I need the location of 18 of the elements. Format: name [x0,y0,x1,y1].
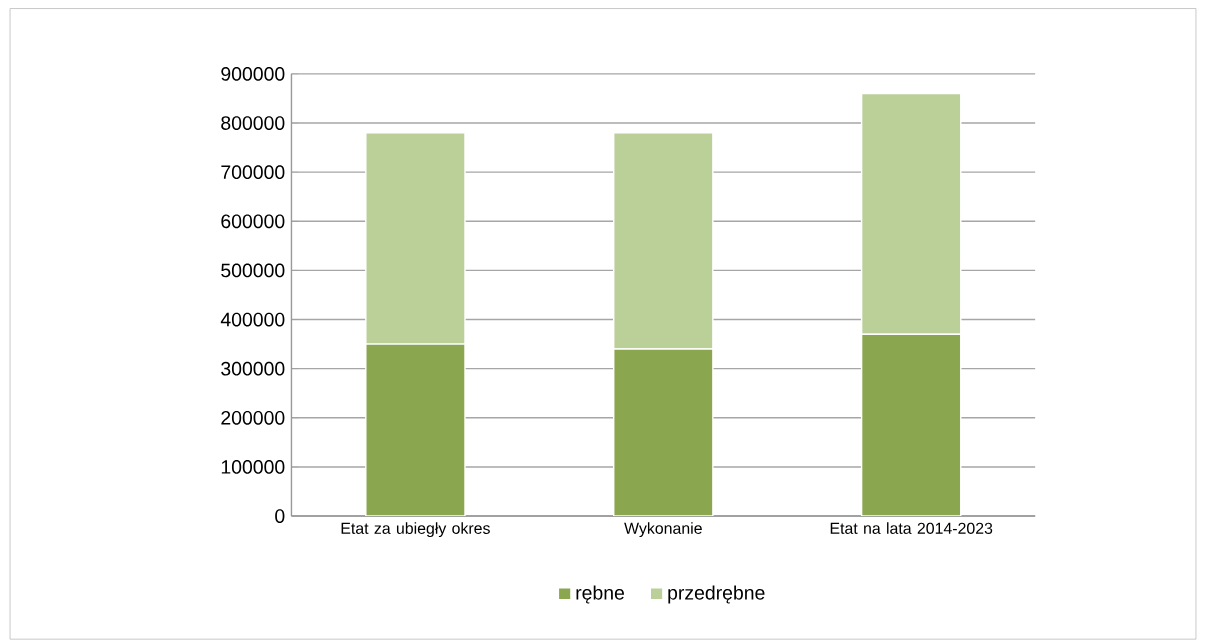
y-tick-label: 200000 [221,410,285,425]
x-tick-label: Etat za ubiegły okres [341,522,490,538]
y-tick-label: 900000 [221,66,285,81]
x-tick-label: Etat na lata 2014-2023 [830,522,993,534]
y-tick-label: 300000 [221,361,285,376]
y-tick-label: 600000 [221,214,285,229]
y-tick-label: 700000 [221,165,285,179]
y-tick-label: 0 [275,509,285,523]
bar [860,333,962,516]
y-tick-label: 400000 [220,312,285,327]
legend-label: rębne [576,585,624,604]
legend-label: przedrębne [668,585,765,604]
y-tick-label: 800000 [221,116,285,130]
y-tick-label: 100000 [221,459,285,474]
bar [613,348,714,516]
y-tick-label: 500000 [221,263,285,278]
bar [365,343,466,516]
x-tick-label: Wykonanie [624,522,702,538]
